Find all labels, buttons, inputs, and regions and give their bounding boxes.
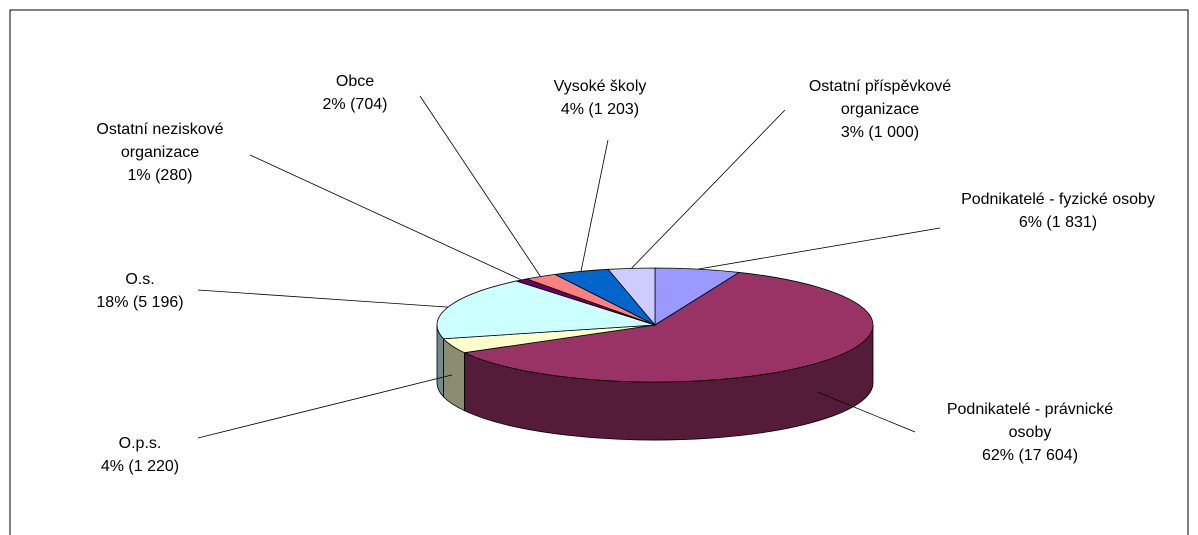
leader-line <box>419 95 541 277</box>
value-label: 2% (704) <box>322 96 388 113</box>
slice-label: O.s. 18% (5 196) <box>60 268 220 314</box>
leader-line <box>817 391 916 433</box>
slice-top <box>463 272 874 383</box>
value-label: 62% (17 604) <box>981 447 1079 464</box>
category-name: Ostatní neziskové organizace <box>96 121 224 161</box>
category-name: O.s. <box>125 271 155 288</box>
slice-label: Ostatní neziskové organizace 1% (280) <box>65 118 255 187</box>
slice-label: Ostatní příspěvkové organizace 3% (1 000) <box>775 75 985 144</box>
value-label: 18% (5 196) <box>96 294 184 311</box>
category-name: Podnikatelé - právnické osoby <box>946 401 1114 441</box>
value-label: 3% (1 000) <box>840 124 920 141</box>
leader-line <box>580 139 609 272</box>
leader-line <box>697 227 941 270</box>
category-name: Vysoké školy <box>553 78 647 95</box>
pie-slice <box>442 324 656 412</box>
slice-label: Podnikatelé - právnické osoby 62% (17 604… <box>930 398 1130 467</box>
pie-slice <box>463 272 874 441</box>
value-label: 4% (1 220) <box>100 458 180 475</box>
leader-line <box>631 109 786 269</box>
category-name: Obce <box>335 73 375 90</box>
slice-label: Vysoké školy 4% (1 203) <box>500 75 700 121</box>
pie-slice <box>436 280 656 398</box>
category-name: Podnikatelé - fyzické osoby <box>961 191 1155 208</box>
slice-label: Obce 2% (704) <box>295 70 415 116</box>
chart-frame <box>9 9 1189 535</box>
leader-line <box>197 289 449 308</box>
category-name: O.p.s. <box>118 435 162 452</box>
value-label: 4% (1 203) <box>560 101 640 118</box>
leader-line <box>197 374 453 439</box>
slice-label: O.p.s. 4% (1 220) <box>60 432 220 478</box>
category-name: Ostatní příspěvkové organizace <box>808 78 952 118</box>
value-label: 1% (280) <box>127 167 193 184</box>
slice-label: Podnikatelé - fyzické osoby 6% (1 831) <box>953 188 1163 234</box>
leader-line <box>249 154 522 281</box>
value-label: 6% (1 831) <box>1018 214 1098 231</box>
